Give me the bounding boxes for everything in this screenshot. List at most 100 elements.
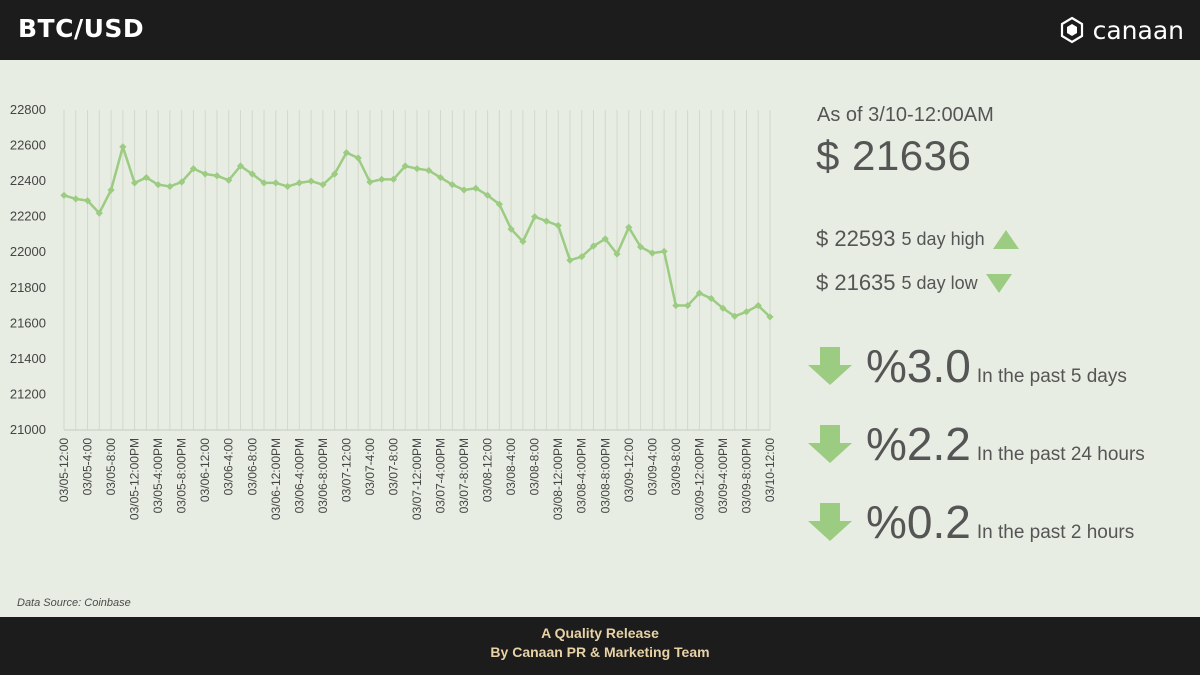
data-point — [542, 217, 551, 225]
x-tick-label: 03/07-4:00PM — [434, 438, 448, 513]
data-point — [236, 162, 245, 170]
data-point — [307, 177, 315, 185]
change-caption: In the past 5 days — [976, 366, 1127, 387]
x-tick-label: 03/06-12:00PM — [269, 438, 283, 520]
y-tick-label: 21400 — [10, 351, 46, 366]
canaan-hexagon-icon — [1060, 16, 1083, 44]
x-tick-label: 03/05-8:00 — [104, 438, 118, 496]
brand-name: canaan — [1092, 15, 1184, 45]
high-value: $ 22593 — [816, 226, 896, 251]
x-tick-label: 03/07-12:00PM — [410, 438, 424, 520]
data-point — [719, 304, 727, 312]
data-point — [448, 181, 456, 189]
data-point — [601, 235, 609, 243]
high-label: 5 day high — [901, 228, 985, 249]
data-point — [507, 225, 515, 233]
data-point — [166, 182, 174, 191]
data-point — [389, 175, 398, 183]
data-point — [519, 237, 527, 246]
change-caption: In the past 2 hours — [976, 522, 1135, 543]
data-point — [213, 172, 221, 180]
x-tick-label: 03/05-12:00PM — [128, 438, 142, 520]
data-point — [201, 170, 209, 178]
x-tick-label: 03/08-8:00 — [528, 438, 542, 496]
triangle-up-icon — [992, 229, 1019, 249]
x-tick-label: 03/06-12:00 — [198, 438, 212, 502]
x-tick-label: 03/06-4:00PM — [292, 438, 306, 513]
data-point — [660, 247, 668, 255]
price-chart: 21000 21200 21400 21600 21800 22000 22200 22400… — [10, 102, 777, 520]
x-tick-label: 03/07-12:00 — [339, 438, 353, 502]
x-tick-label: 03/05-4:00PM — [151, 438, 165, 513]
x-tick-label: 03/07-8:00PM — [457, 438, 471, 513]
x-tick-label: 03/06-4:00 — [222, 438, 236, 496]
x-tick-label: 03/09-4:00 — [645, 438, 659, 496]
data-point — [401, 162, 409, 170]
data-point — [425, 166, 433, 175]
data-point — [684, 301, 692, 310]
data-point — [95, 209, 103, 217]
data-point — [248, 170, 256, 178]
data-point — [472, 184, 480, 192]
x-tick-label: 03/09-12:00 — [622, 438, 636, 502]
arrow-down-icon — [808, 425, 852, 463]
data-point — [72, 195, 80, 203]
data-point — [342, 149, 350, 157]
x-tick-label: 03/07-8:00 — [386, 438, 400, 496]
brand-logo: canaan — [1057, 14, 1184, 46]
footer-line-1: A Quality Release — [541, 625, 659, 641]
data-point — [83, 197, 92, 205]
data-point — [378, 175, 386, 183]
change-pct: %3.0 — [866, 340, 971, 392]
data-point — [531, 213, 539, 221]
y-tick-label: 22200 — [10, 209, 46, 224]
header-bar: BTC/USD canaan — [0, 0, 1200, 60]
data-point — [107, 186, 115, 194]
data-point — [707, 294, 715, 303]
data-point — [225, 176, 233, 184]
footer-bar: A Quality Release By Canaan PR & Marketi… — [0, 617, 1200, 675]
x-tick-label: 03/08-12:00 — [481, 438, 495, 502]
data-point — [648, 249, 656, 257]
data-point — [154, 181, 162, 189]
data-point — [295, 179, 303, 187]
low-label: 5 day low — [901, 272, 978, 293]
data-point — [436, 173, 445, 182]
data-point — [319, 181, 327, 189]
data-source: Data Source: Coinbase — [17, 597, 131, 609]
y-tick-label: 22000 — [10, 244, 46, 259]
x-tick-label: 03/08-4:00PM — [575, 438, 589, 513]
data-point — [625, 223, 633, 231]
y-tick-label: 21200 — [10, 386, 46, 401]
change-pct: %2.2 — [866, 418, 971, 470]
change-24-hours: %2.2 In the past 24 hours — [806, 421, 1145, 467]
x-tick-label: 03/10-12:00 — [763, 438, 777, 502]
data-point — [754, 301, 762, 310]
x-tick-label: 03/09-8:00PM — [739, 438, 753, 513]
data-point — [131, 179, 139, 187]
data-point — [283, 182, 292, 191]
five-day-low: $ 21635 5 day low — [816, 270, 1012, 296]
data-point — [366, 178, 374, 186]
data-point — [60, 191, 68, 199]
data-point — [178, 178, 186, 186]
y-tick-label: 22400 — [10, 173, 46, 188]
change-5-days: %3.0 In the past 5 days — [806, 343, 1127, 389]
data-point — [742, 308, 751, 316]
change-2-hours: %0.2 In the past 2 hours — [806, 499, 1134, 545]
y-tick-label: 21600 — [10, 315, 46, 330]
data-point — [260, 179, 268, 187]
x-tick-label: 03/05-8:00PM — [175, 438, 189, 513]
data-point — [413, 165, 421, 173]
data-point — [766, 313, 774, 321]
data-point — [731, 312, 739, 320]
triangle-down-icon — [985, 273, 1012, 293]
y-tick-label: 22600 — [10, 138, 46, 153]
data-point — [484, 191, 492, 199]
x-tick-label: 03/09-12:00PM — [692, 438, 706, 520]
arrow-down-icon — [808, 347, 852, 385]
x-tick-label: 03/05-4:00 — [81, 438, 95, 496]
five-day-high: $ 22593 5 day high — [816, 226, 1019, 252]
y-tick-label: 22800 — [10, 102, 46, 117]
current-price: $ 21636 — [816, 132, 972, 179]
